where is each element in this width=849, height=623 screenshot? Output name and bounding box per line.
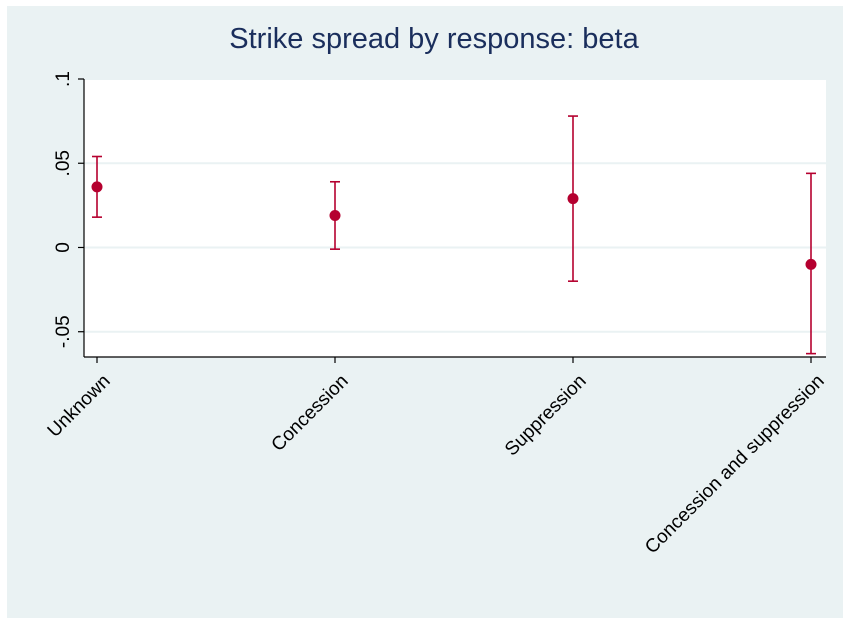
point-estimate (567, 193, 579, 205)
plot-area (84, 79, 826, 357)
y-tick-label: .05 (53, 150, 74, 176)
x-tick-label: Concession and suppression (641, 371, 828, 558)
grid-layer (84, 78, 826, 333)
x-tick-label: Unknown (44, 371, 115, 442)
chart-title: Strike spread by response: beta (229, 23, 639, 55)
x-tick-label: Suppression (501, 371, 591, 461)
y-tick-label: -.05 (53, 315, 74, 348)
y-tick-label: .1 (53, 71, 74, 87)
y-tick-label: 0 (53, 242, 74, 253)
x-tick-label: Concession (268, 371, 353, 456)
marks-layer (91, 115, 817, 355)
point-estimate (805, 258, 817, 270)
point-estimate (329, 209, 341, 221)
point-estimate (91, 181, 103, 193)
